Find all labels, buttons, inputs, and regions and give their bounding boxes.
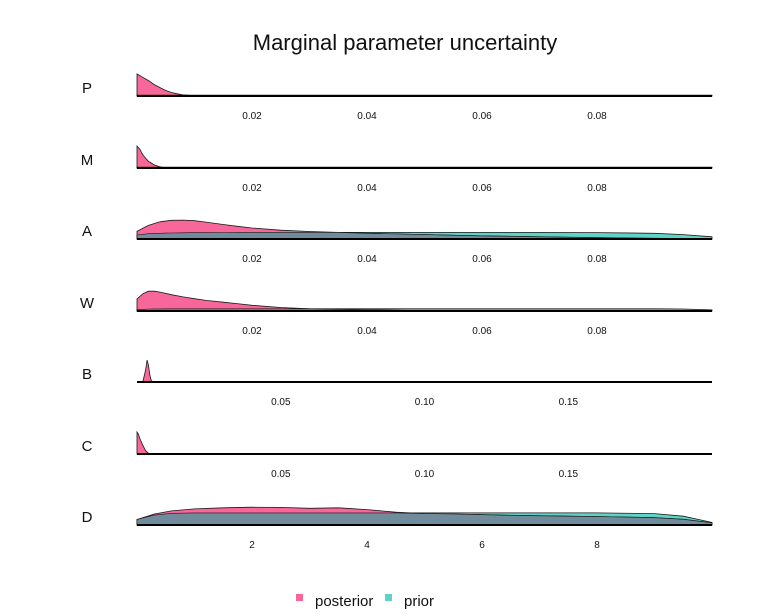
tick-label-b-1: 0.10 xyxy=(415,397,435,408)
tick-label-m-0: 0.02 xyxy=(242,183,262,194)
tick-label-d-3: 8 xyxy=(594,540,600,551)
tick-label-c-2: 0.15 xyxy=(559,469,579,480)
panel-label-a: A xyxy=(82,223,92,240)
tick-label-d-1: 4 xyxy=(364,540,370,551)
panel-label-m: M xyxy=(81,152,94,169)
panel-label-c: C xyxy=(82,438,93,455)
legend: posterior prior xyxy=(296,593,434,610)
panel-d: D 2 4 6 8 xyxy=(82,506,713,551)
panels: P 0.02 0.04 0.06 0.08 M 0.02 0.04 0.06 0.08 A 0.02 0… xyxy=(80,73,713,551)
legend-item-posterior: posterior xyxy=(296,593,373,610)
tick-label-a-2: 0.06 xyxy=(472,254,492,265)
tick-label-m-3: 0.08 xyxy=(587,183,607,194)
posterior-area-b xyxy=(137,359,712,383)
legend-item-prior: prior xyxy=(385,593,434,610)
tick-label-a-1: 0.04 xyxy=(357,254,377,265)
tick-label-w-1: 0.04 xyxy=(357,326,377,337)
panel-c: C 0.05 0.10 0.15 xyxy=(82,430,712,480)
chart-title: Marginal parameter uncertainty xyxy=(253,30,557,55)
tick-label-m-1: 0.04 xyxy=(357,183,377,194)
legend-label-posterior: posterior xyxy=(315,593,373,610)
tick-label-p-0: 0.02 xyxy=(242,111,262,122)
tick-label-p-3: 0.08 xyxy=(587,111,607,122)
tick-label-b-2: 0.15 xyxy=(559,397,579,408)
tick-label-p-1: 0.04 xyxy=(357,111,377,122)
tick-label-c-0: 0.05 xyxy=(271,469,291,480)
legend-swatch-posterior xyxy=(296,594,303,601)
panel-label-b: B xyxy=(82,366,92,383)
panel-b: B 0.05 0.10 0.15 xyxy=(82,359,712,408)
tick-label-w-2: 0.06 xyxy=(472,326,492,337)
panel-a: A 0.02 0.04 0.06 0.08 xyxy=(82,219,713,265)
tick-label-m-2: 0.06 xyxy=(472,183,492,194)
panel-label-w: W xyxy=(80,295,95,312)
posterior-area-c xyxy=(136,430,712,455)
panel-w: W 0.02 0.04 0.06 0.08 xyxy=(80,290,713,337)
tick-label-w-3: 0.08 xyxy=(587,326,607,337)
legend-swatch-prior xyxy=(385,594,392,601)
panel-p: P 0.02 0.04 0.06 0.08 xyxy=(82,73,713,122)
tick-label-p-2: 0.06 xyxy=(472,111,492,122)
posterior-area-w xyxy=(136,290,712,312)
tick-label-c-1: 0.10 xyxy=(415,469,435,480)
tick-label-d-2: 6 xyxy=(479,540,485,551)
legend-label-prior: prior xyxy=(404,593,434,610)
tick-label-d-0: 2 xyxy=(249,540,255,551)
panel-m: M 0.02 0.04 0.06 0.08 xyxy=(81,144,713,194)
posterior-area-p xyxy=(136,73,712,97)
tick-label-b-0: 0.05 xyxy=(271,397,291,408)
panel-label-p: P xyxy=(82,80,92,97)
posterior-area-m xyxy=(136,144,712,169)
panel-label-d: D xyxy=(82,509,93,526)
tick-label-a-0: 0.02 xyxy=(242,254,262,265)
tick-label-a-3: 0.08 xyxy=(587,254,607,265)
tick-label-w-0: 0.02 xyxy=(242,326,262,337)
overlap-area-d xyxy=(136,512,713,526)
